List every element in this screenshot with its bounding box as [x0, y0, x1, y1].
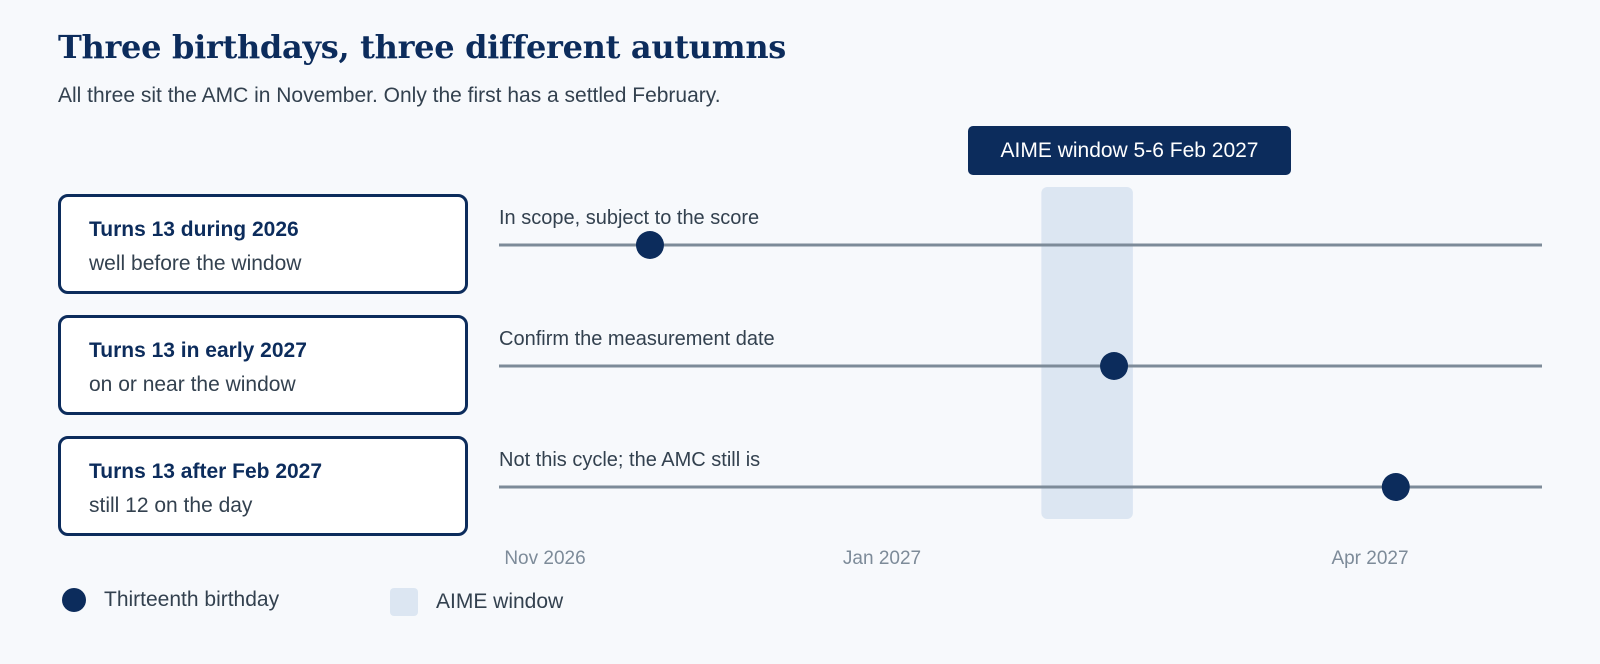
- case-detail: on or near the window: [89, 373, 296, 396]
- legend-birthday: Thirteenth birthday: [62, 588, 279, 612]
- case-heading: Turns 13 after Feb 2027: [89, 460, 323, 483]
- birthday-markers: [635, 231, 1410, 501]
- chart-title: Three birthdays, three different autumns: [58, 28, 787, 66]
- row-label-1: In scope, subject to the score: [499, 207, 760, 229]
- legend-swatch-icon: [390, 588, 418, 616]
- legend-window: AIME window: [390, 588, 563, 616]
- birthday-marker: [1100, 352, 1129, 380]
- legend-label: AIME window: [436, 590, 564, 613]
- case-box-early-2027: Turns 13 in early 2027 on or near the wi…: [58, 315, 468, 415]
- tick-label-apr-2027: Apr 2027: [1331, 548, 1409, 569]
- legend-label: Thirteenth birthday: [104, 588, 280, 611]
- tick-label-nov-2026: Nov 2026: [504, 548, 586, 569]
- row-label-2: Confirm the measurement date: [499, 328, 775, 350]
- case-box-after-feb-2027: Turns 13 after Feb 2027 still 12 on the …: [58, 436, 468, 536]
- row-label-3: Not this cycle; the AMC still is: [499, 449, 761, 471]
- case-detail: well before the window: [89, 252, 302, 275]
- legend-dot-icon: [62, 588, 86, 612]
- tick-label-jan-2027: Jan 2027: [842, 548, 922, 569]
- case-heading: Turns 13 during 2026: [89, 218, 299, 241]
- aime-window-band: [1041, 187, 1133, 519]
- aime-window-badge: AIME window 5-6 Feb 2027: [968, 126, 1291, 175]
- case-box-2026: Turns 13 during 2026 well before the win…: [58, 194, 468, 294]
- chart-subtitle: All three sit the AMC in November. Only …: [58, 84, 721, 107]
- birthday-marker: [635, 231, 664, 259]
- case-heading: Turns 13 in early 2027: [89, 339, 307, 362]
- timeline-rows: [499, 243, 1542, 489]
- birthday-marker: [1381, 473, 1410, 501]
- case-detail: still 12 on the day: [89, 494, 253, 517]
